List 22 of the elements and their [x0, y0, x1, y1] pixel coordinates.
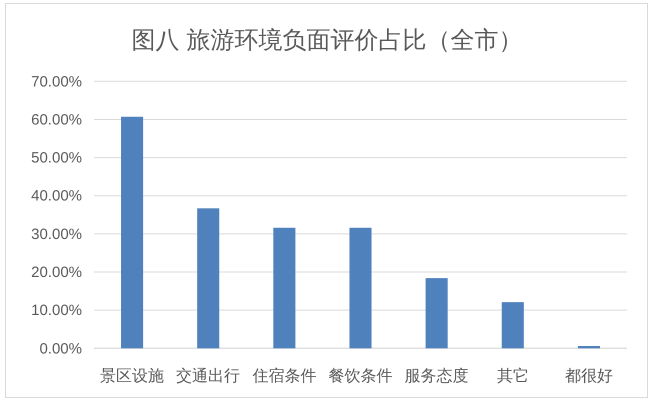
bar: [502, 302, 524, 348]
x-tick-label: 都很好: [564, 367, 613, 385]
y-tick-label: 30.00%: [31, 226, 82, 243]
y-tick-label: 10.00%: [31, 302, 82, 320]
bar: [426, 278, 448, 348]
y-tick-label: 0.00%: [39, 340, 82, 358]
x-tick-label: 服务态度: [404, 367, 469, 385]
chart-title: 图八 旅游环境负面评价占比（全市）: [132, 27, 522, 54]
x-tick-label: 住宿条件: [251, 367, 316, 385]
bar: [197, 208, 220, 348]
y-tick-label: 60.00%: [31, 111, 82, 128]
bar: [121, 116, 144, 348]
y-tick-label: 70.00%: [31, 73, 82, 90]
x-tick-label: 景区设施: [100, 367, 164, 385]
y-tick-label: 40.00%: [31, 188, 82, 205]
y-tick-label: 20.00%: [31, 264, 82, 282]
bar: [349, 228, 372, 348]
x-tick-label: 餐饮条件: [328, 367, 392, 385]
x-tick-label: 交通出行: [176, 367, 240, 385]
y-tick-label: 50.00%: [31, 150, 82, 167]
bar: [273, 228, 296, 348]
x-tick-label: 其它: [496, 367, 529, 385]
